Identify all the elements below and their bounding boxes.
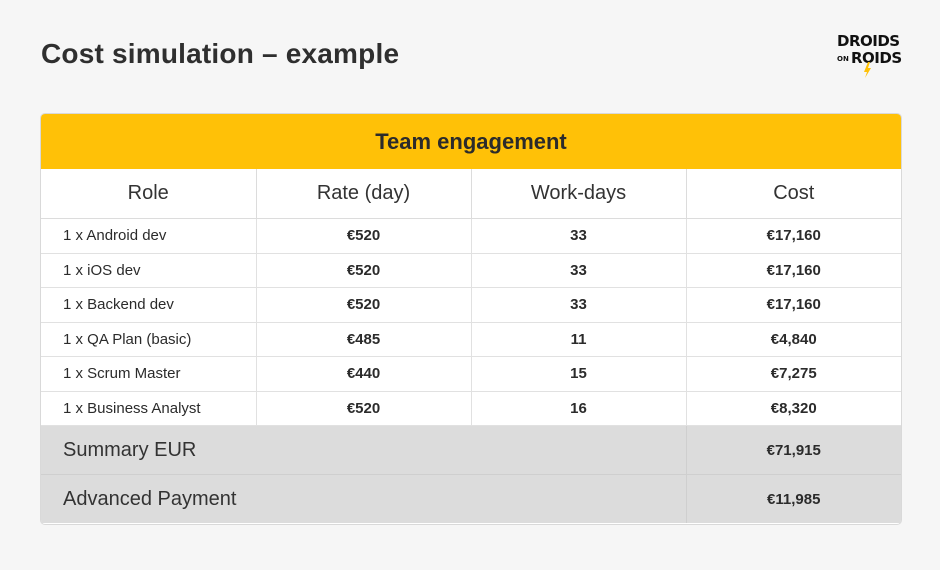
table-row: 1 x Backend dev €520 33 €17,160 bbox=[41, 287, 901, 323]
summary-label: Summary EUR bbox=[41, 425, 687, 475]
lightning-bolt-icon bbox=[864, 62, 871, 78]
logo-line2: ROIDS bbox=[851, 49, 902, 67]
advanced-payment-row: Advanced Payment €11,985 bbox=[41, 474, 901, 523]
cost-cell: €17,160 bbox=[686, 218, 901, 254]
table-row: 1 x Scrum Master €440 15 €7,275 bbox=[41, 356, 901, 392]
cost-table: Role Rate (day) Work-days Cost 1 x Andro… bbox=[41, 169, 901, 523]
workdays-cell: 33 bbox=[471, 218, 687, 254]
section-title: Team engagement bbox=[41, 114, 901, 169]
role-cell: 1 x iOS dev bbox=[41, 253, 257, 288]
table-row: 1 x iOS dev €520 33 €17,160 bbox=[41, 253, 901, 288]
workdays-cell: 15 bbox=[471, 356, 687, 392]
rate-cell: €485 bbox=[256, 322, 472, 357]
logo-line1: DROIDS bbox=[837, 32, 900, 50]
workdays-cell: 33 bbox=[471, 253, 687, 288]
page-title: Cost simulation – example bbox=[41, 38, 400, 69]
role-cell: 1 x Android dev bbox=[41, 218, 257, 254]
role-cell: 1 x QA Plan (basic) bbox=[41, 322, 257, 357]
logo-on: ON bbox=[837, 55, 849, 63]
workdays-cell: 11 bbox=[471, 322, 687, 357]
table-row: 1 x Business Analyst €520 16 €8,320 bbox=[41, 391, 901, 426]
column-header-rate: Rate (day) bbox=[256, 169, 472, 219]
rate-cell: €520 bbox=[256, 218, 472, 254]
cost-cell: €7,275 bbox=[686, 356, 901, 392]
droids-on-roids-logo: DROIDS ON ROIDS bbox=[836, 28, 902, 78]
role-cell: 1 x Backend dev bbox=[41, 287, 257, 323]
cost-cell: €17,160 bbox=[686, 253, 901, 288]
column-header-workdays: Work-days bbox=[471, 169, 687, 219]
cost-table-card: Team engagement Role Rate (day) Work-day… bbox=[40, 113, 902, 525]
column-header-cost: Cost bbox=[686, 169, 901, 219]
rate-cell: €520 bbox=[256, 391, 472, 426]
rate-cell: €440 bbox=[256, 356, 472, 392]
summary-row: Summary EUR €71,915 bbox=[41, 425, 901, 475]
workdays-cell: 33 bbox=[471, 287, 687, 323]
cost-cell: €4,840 bbox=[686, 322, 901, 357]
column-header-role: Role bbox=[41, 169, 257, 219]
summary-value: €71,915 bbox=[686, 425, 901, 475]
advanced-payment-label: Advanced Payment bbox=[41, 474, 687, 523]
cost-cell: €8,320 bbox=[686, 391, 901, 426]
table-row: 1 x QA Plan (basic) €485 11 €4,840 bbox=[41, 322, 901, 357]
cost-cell: €17,160 bbox=[686, 287, 901, 323]
role-cell: 1 x Scrum Master bbox=[41, 356, 257, 392]
rate-cell: €520 bbox=[256, 253, 472, 288]
table-header-row: Role Rate (day) Work-days Cost bbox=[41, 169, 901, 219]
workdays-cell: 16 bbox=[471, 391, 687, 426]
rate-cell: €520 bbox=[256, 287, 472, 323]
role-cell: 1 x Business Analyst bbox=[41, 391, 257, 426]
advanced-payment-value: €11,985 bbox=[686, 474, 901, 523]
table-row: 1 x Android dev €520 33 €17,160 bbox=[41, 218, 901, 254]
